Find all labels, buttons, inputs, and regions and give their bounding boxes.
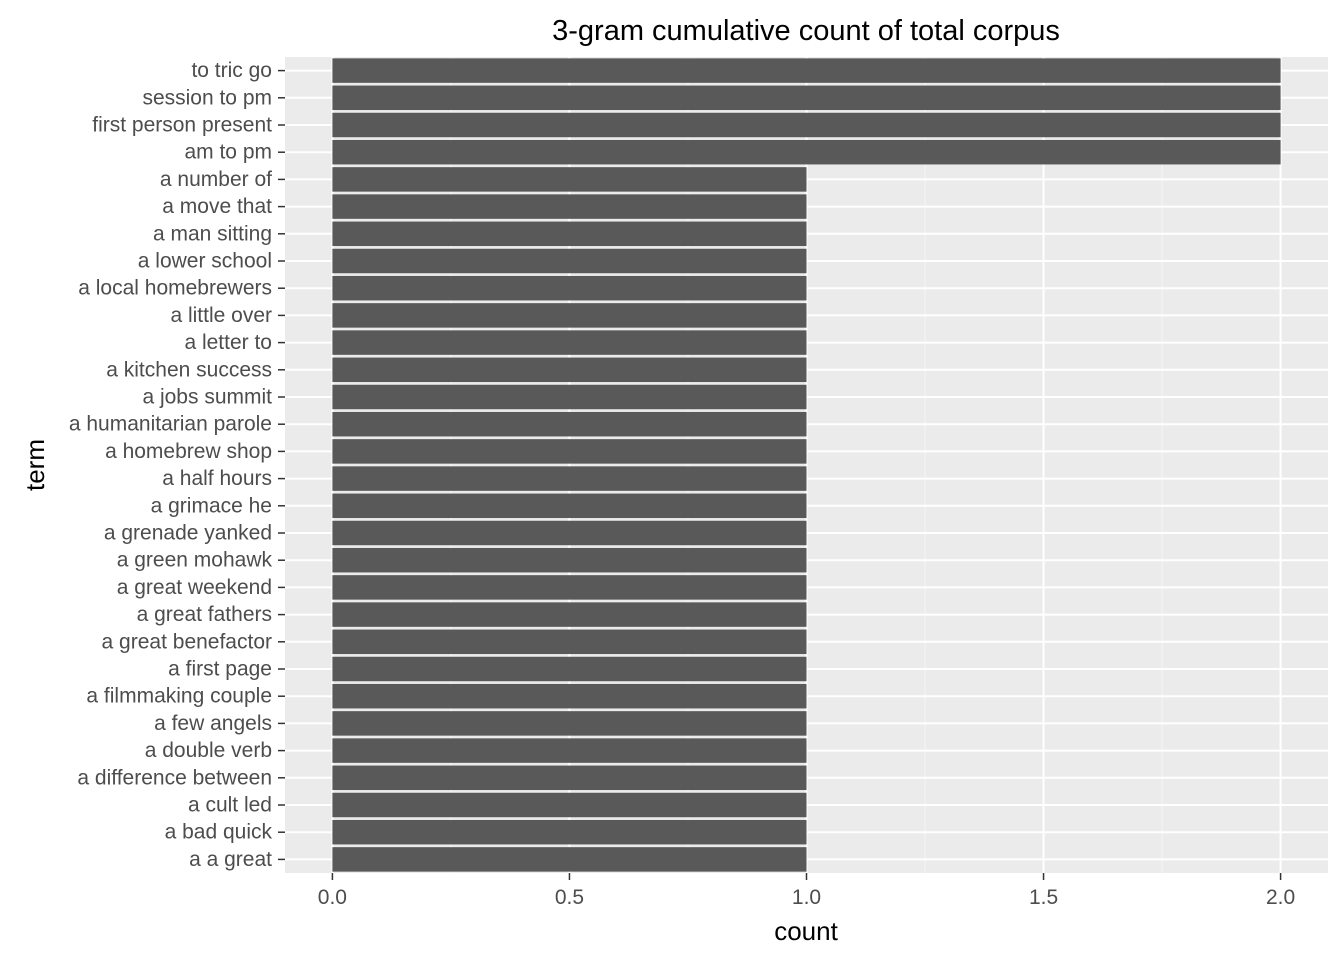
- y-tick-label: a cult led: [188, 794, 272, 817]
- bar: [332, 112, 1281, 138]
- y-tick-label: a jobs summit: [142, 386, 272, 409]
- bar: [332, 547, 807, 573]
- bars: [332, 58, 1281, 872]
- y-tick-label: a bad quick: [165, 821, 273, 844]
- y-tick-label: a homebrew shop: [105, 440, 272, 463]
- y-tick-label: a man sitting: [153, 222, 272, 245]
- y-tick-label: a great fathers: [137, 603, 272, 626]
- y-tick-label: a great benefactor: [102, 630, 272, 653]
- y-tick-label: a kitchen success: [106, 358, 272, 381]
- bar: [332, 466, 807, 491]
- bar: [332, 792, 807, 818]
- y-tick-label: a little over: [170, 304, 272, 327]
- bar: [332, 411, 807, 437]
- bar: [332, 194, 807, 219]
- y-tick-label: a local homebrewers: [78, 277, 272, 300]
- bar: [332, 357, 807, 383]
- bar: [332, 819, 807, 845]
- y-tick-label: to tric go: [191, 59, 272, 82]
- y-tick-label: a filmmaking couple: [86, 685, 272, 708]
- x-tick-label: 0.5: [555, 886, 584, 909]
- y-axis: to tric go session to pm first person pres…: [69, 59, 285, 871]
- bar: [332, 221, 807, 247]
- y-tick-label: first person present: [92, 114, 272, 137]
- bar: [332, 520, 807, 546]
- bar: [332, 765, 807, 791]
- y-axis-title: term: [20, 439, 50, 491]
- bar: [332, 384, 807, 410]
- y-tick-label: a grimace he: [151, 494, 272, 517]
- y-tick-label: a a great: [189, 848, 272, 871]
- bar: [332, 629, 807, 655]
- y-tick-label: a green mohawk: [117, 549, 273, 572]
- bar: [332, 847, 807, 872]
- bar: [332, 683, 807, 709]
- y-tick-label: a move that: [162, 195, 272, 218]
- chart-title: 3-gram cumulative count of total corpus: [552, 15, 1060, 47]
- bar: [332, 275, 807, 301]
- y-tick-label: a number of: [160, 168, 272, 191]
- bar: [332, 738, 807, 763]
- x-tick-label: 2.0: [1266, 886, 1295, 909]
- bar: [332, 439, 807, 464]
- y-tick-label: a first page: [168, 658, 272, 681]
- y-tick-label: a grenade yanked: [104, 522, 272, 545]
- x-axis: 0.0 0.5 1.0 1.5 2.0: [318, 873, 1295, 909]
- y-tick-label: a double verb: [145, 739, 272, 762]
- bar: [332, 711, 807, 736]
- x-tick-label: 1.5: [1029, 886, 1058, 909]
- bar: [332, 330, 807, 355]
- x-axis-title: count: [774, 916, 838, 946]
- x-tick-label: 1.0: [792, 886, 821, 909]
- y-tick-label: a humanitarian parole: [69, 413, 272, 436]
- y-tick-label: a lower school: [138, 250, 272, 273]
- y-tick-label: am to pm: [184, 141, 272, 164]
- bar: [332, 602, 807, 627]
- bar: [332, 167, 807, 192]
- bar: [332, 58, 1281, 83]
- bar: [332, 656, 807, 682]
- y-tick-label: a few angels: [154, 712, 272, 735]
- y-tick-label: session to pm: [142, 86, 272, 109]
- y-tick-label: a difference between: [77, 766, 272, 789]
- y-tick-label: a letter to: [184, 331, 272, 354]
- y-tick-label: a half hours: [162, 467, 272, 490]
- bar: [332, 303, 807, 328]
- bar: [332, 139, 1281, 165]
- bar: [332, 575, 807, 600]
- x-tick-label: 0.0: [318, 886, 347, 909]
- y-tick-label: a great weekend: [117, 576, 272, 599]
- bar: [332, 493, 807, 519]
- bar: [332, 85, 1281, 111]
- bar: [332, 248, 807, 274]
